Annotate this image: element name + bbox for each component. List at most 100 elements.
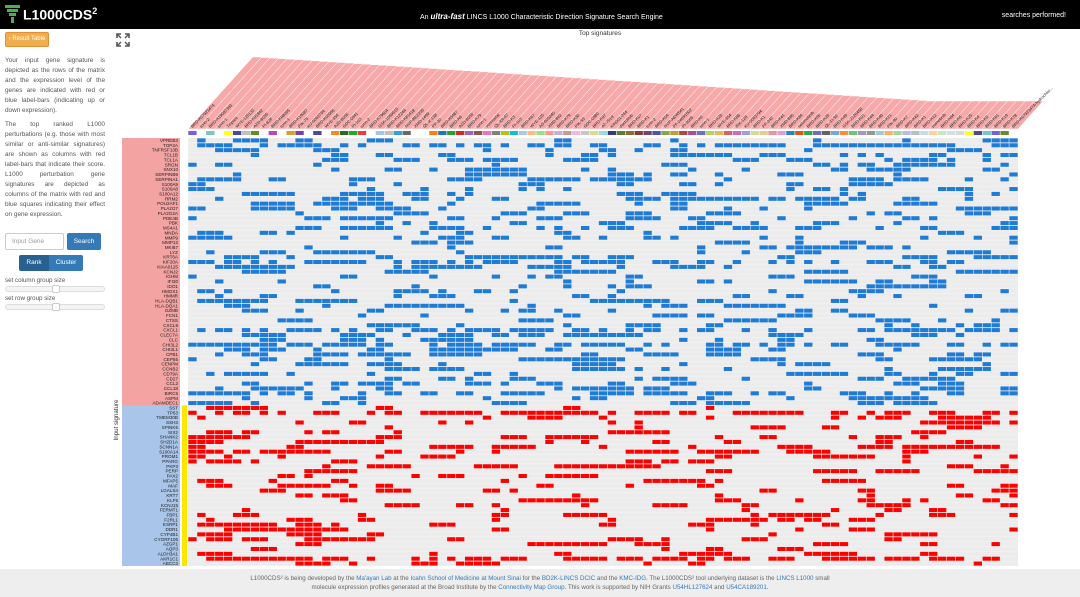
matrix-cell[interactable] bbox=[518, 318, 527, 323]
matrix-cell[interactable] bbox=[250, 381, 260, 386]
matrix-cell[interactable] bbox=[929, 264, 938, 269]
matrix-cell[interactable] bbox=[893, 201, 902, 206]
matrix-cell[interactable] bbox=[821, 221, 831, 226]
row-label[interactable]: AKR1C1 bbox=[160, 556, 178, 561]
matrix-cell[interactable] bbox=[536, 332, 545, 338]
matrix-cell[interactable] bbox=[929, 152, 938, 158]
matrix-cell[interactable] bbox=[982, 415, 991, 420]
matrix-cell[interactable] bbox=[795, 512, 804, 517]
matrix-cell[interactable] bbox=[804, 313, 813, 318]
matrix-cell[interactable] bbox=[411, 157, 420, 162]
matrix-cell[interactable] bbox=[625, 328, 634, 333]
matrix-cell[interactable] bbox=[991, 191, 1000, 196]
matrix-cell[interactable] bbox=[821, 469, 831, 474]
matrix-cell[interactable] bbox=[920, 259, 929, 265]
matrix-cell[interactable] bbox=[580, 167, 590, 172]
row-label[interactable]: SPINK5 bbox=[162, 425, 179, 430]
matrix-cell[interactable] bbox=[545, 439, 554, 445]
matrix-cell[interactable] bbox=[206, 250, 215, 255]
matrix-cell[interactable] bbox=[420, 240, 429, 245]
matrix-cell[interactable] bbox=[500, 556, 509, 561]
matrix-cell[interactable] bbox=[402, 269, 411, 274]
matrix-cell[interactable] bbox=[813, 362, 822, 367]
matrix-cell[interactable] bbox=[625, 464, 634, 469]
matrix-cell[interactable] bbox=[911, 332, 920, 338]
matrix-cell[interactable] bbox=[572, 386, 581, 391]
matrix-cell[interactable] bbox=[188, 439, 197, 445]
matrix-cell[interactable] bbox=[563, 410, 572, 415]
matrix-cell[interactable] bbox=[554, 269, 563, 274]
matrix-cell[interactable] bbox=[438, 444, 447, 449]
matrix-cell[interactable] bbox=[304, 556, 313, 561]
matrix-cell[interactable] bbox=[937, 415, 947, 420]
matrix-cell[interactable] bbox=[429, 264, 438, 269]
matrix-cell[interactable] bbox=[929, 259, 938, 265]
matrix-cell[interactable] bbox=[929, 542, 938, 547]
matrix-cell[interactable] bbox=[821, 143, 831, 148]
matrix-cell[interactable] bbox=[232, 255, 242, 260]
matrix-cell[interactable] bbox=[804, 328, 813, 333]
matrix-cell[interactable] bbox=[563, 211, 572, 216]
matrix-cell[interactable] bbox=[473, 347, 483, 352]
matrix-cell[interactable] bbox=[348, 498, 358, 503]
matrix-cell[interactable] bbox=[464, 259, 474, 265]
matrix-cell[interactable] bbox=[429, 328, 438, 333]
matrix-cell[interactable] bbox=[911, 342, 920, 347]
expand-icon[interactable] bbox=[116, 33, 130, 47]
matrix-cell[interactable] bbox=[491, 332, 501, 338]
matrix-cell[interactable] bbox=[563, 498, 572, 503]
matrix-cell[interactable] bbox=[607, 284, 617, 289]
matrix-cell[interactable] bbox=[554, 259, 563, 265]
matrix-cell[interactable] bbox=[768, 303, 777, 308]
matrix-cell[interactable] bbox=[616, 342, 626, 347]
matrix-cell[interactable] bbox=[759, 225, 768, 231]
matrix-cell[interactable] bbox=[286, 318, 295, 323]
matrix-cell[interactable] bbox=[464, 172, 474, 177]
matrix-cell[interactable] bbox=[331, 556, 340, 561]
matrix-cell[interactable] bbox=[946, 148, 956, 153]
matrix-cell[interactable] bbox=[759, 488, 768, 493]
matrix-cell[interactable] bbox=[572, 498, 581, 503]
matrix-cell[interactable] bbox=[215, 459, 224, 464]
matrix-cell[interactable] bbox=[723, 211, 733, 216]
matrix-cell[interactable] bbox=[937, 366, 947, 372]
matrix-cell[interactable] bbox=[286, 532, 295, 537]
matrix-cell[interactable] bbox=[964, 196, 974, 201]
matrix-cell[interactable] bbox=[438, 410, 447, 415]
matrix-cell[interactable] bbox=[813, 269, 822, 274]
matrix-cell[interactable] bbox=[268, 250, 277, 255]
matrix-cell[interactable] bbox=[295, 527, 304, 532]
matrix-cell[interactable] bbox=[830, 556, 840, 561]
matrix-cell[interactable] bbox=[661, 298, 670, 303]
matrix-cell[interactable] bbox=[331, 289, 340, 294]
matrix-cell[interactable] bbox=[1000, 206, 1009, 211]
matrix-cell[interactable] bbox=[661, 162, 670, 167]
matrix-cell[interactable] bbox=[759, 143, 768, 148]
matrix-cell[interactable] bbox=[1009, 371, 1018, 376]
matrix-cell[interactable] bbox=[866, 444, 875, 449]
matrix-cell[interactable] bbox=[795, 182, 804, 187]
matrix-cell[interactable] bbox=[946, 425, 956, 430]
matrix-cell[interactable] bbox=[259, 488, 269, 493]
matrix-cell[interactable] bbox=[589, 473, 599, 479]
matrix-cell[interactable] bbox=[634, 459, 643, 464]
matrix-cell[interactable] bbox=[777, 362, 786, 367]
matrix-cell[interactable] bbox=[357, 201, 367, 206]
row-label[interactable]: S100A9 bbox=[162, 182, 179, 187]
matrix-cell[interactable] bbox=[447, 332, 456, 338]
matrix-cell[interactable] bbox=[804, 308, 813, 313]
matrix-cell[interactable] bbox=[625, 430, 634, 435]
matrix-cell[interactable] bbox=[286, 391, 295, 396]
matrix-cell[interactable] bbox=[527, 410, 536, 415]
matrix-cell[interactable] bbox=[768, 152, 777, 158]
matrix-cell[interactable] bbox=[982, 556, 991, 561]
row-label[interactable]: FERMT1 bbox=[160, 508, 179, 513]
matrix-cell[interactable] bbox=[625, 182, 634, 187]
matrix-cell[interactable] bbox=[750, 357, 759, 362]
matrix-cell[interactable] bbox=[821, 187, 831, 192]
matrix-cell[interactable] bbox=[429, 522, 438, 527]
matrix-cell[interactable] bbox=[625, 177, 634, 182]
matrix-cell[interactable] bbox=[402, 221, 411, 226]
matrix-cell[interactable] bbox=[447, 245, 456, 250]
matrix-cell[interactable] bbox=[259, 201, 269, 206]
